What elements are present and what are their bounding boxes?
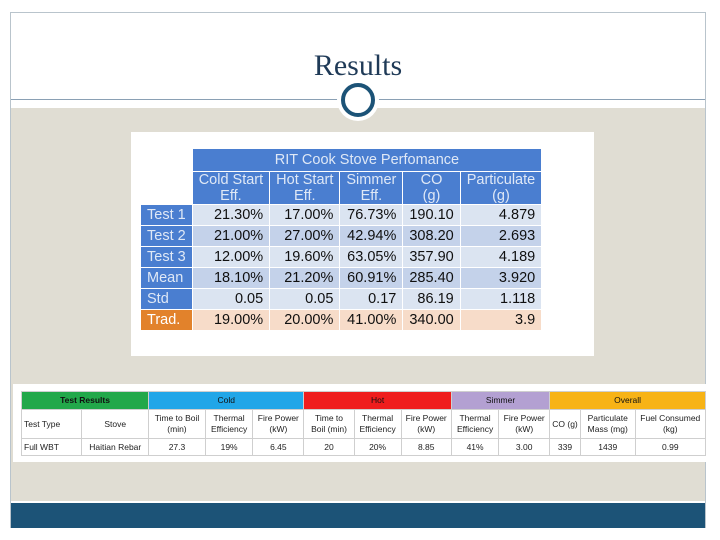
table-cell: 60.91% — [339, 267, 404, 289]
table-cell: 19.60% — [269, 246, 341, 268]
column-header: Test Type — [20, 409, 83, 439]
row-label: Std — [140, 288, 193, 310]
table-cell: 340.00 — [402, 309, 461, 331]
table-cell: Full WBT — [20, 438, 83, 456]
footer-bar — [11, 503, 705, 528]
table-row: Test 3 12.00% 19.60% 63.05% 357.90 4.189 — [140, 246, 543, 268]
table-cell: 190.10 — [402, 204, 461, 226]
table-row: Trad. 19.00% 20.00% 41.00% 340.00 3.9 — [140, 309, 543, 331]
group-header: Cold — [148, 391, 305, 410]
table-cell: 20.00% — [269, 309, 341, 331]
wbt-table-image: Test Results Cold Hot Simmer Overall Tes… — [13, 384, 707, 462]
table-cell: 19.00% — [191, 309, 271, 331]
table-cell: 3.9 — [459, 309, 543, 331]
table-cell: 20 — [303, 438, 355, 456]
row-label: Test 3 — [140, 246, 193, 268]
table-cell: Haitian Rebar — [81, 438, 150, 456]
column-header: Time to Boil (min) — [148, 409, 206, 439]
table-cell: 339 — [549, 438, 581, 456]
table-cell: 1.118 — [459, 288, 543, 310]
table-cell: 285.40 — [402, 267, 461, 289]
row-label: Test 2 — [140, 225, 193, 247]
column-header: Thermal Efficiency — [353, 409, 402, 439]
column-header: CO (g) — [402, 171, 461, 205]
circle-ornament-icon — [341, 83, 375, 117]
column-header: Time to Boil (min) — [303, 409, 355, 439]
performance-table-image: RIT Cook Stove Perfomance Cold Start Eff.… — [131, 132, 594, 356]
group-header: Simmer — [450, 391, 551, 410]
group-header: Overall — [549, 391, 706, 410]
table-cell: 2.693 — [459, 225, 543, 247]
table-row: Full WBT Haitian Rebar 27.3 19% 6.45 20 … — [20, 438, 707, 456]
column-header: Thermal Efficiency — [450, 409, 500, 439]
column-header: Cold Start Eff. — [191, 171, 271, 205]
wbt-table: Test Results Cold Hot Simmer Overall Tes… — [20, 391, 707, 456]
table-cell: 0.05 — [191, 288, 271, 310]
table-cell: 12.00% — [191, 246, 271, 268]
table-cell: 19% — [204, 438, 254, 456]
group-header: Hot — [303, 391, 452, 410]
table-cell: 41% — [450, 438, 500, 456]
table-cell: 308.20 — [402, 225, 461, 247]
table-cell: 21.20% — [269, 267, 341, 289]
table-row: Mean 18.10% 21.20% 60.91% 285.40 3.920 — [140, 267, 543, 289]
table-cell: 27.3 — [148, 438, 206, 456]
column-header: Stove — [81, 409, 150, 439]
column-header: Particulate (g) — [459, 171, 543, 205]
table-cell: 17.00% — [269, 204, 341, 226]
table-cell: 42.94% — [339, 225, 404, 247]
table-cell: 76.73% — [339, 204, 404, 226]
slide-title: Results — [313, 49, 403, 82]
row-label: Test 1 — [140, 204, 193, 226]
column-header: Fuel Consumed (kg) — [634, 409, 707, 439]
group-header: Test Results — [20, 391, 150, 410]
column-header: Simmer Eff. — [339, 171, 404, 205]
column-header: Particulate Mass (mg) — [579, 409, 636, 439]
row-label: Trad. — [140, 309, 193, 331]
table-cell: 63.05% — [339, 246, 404, 268]
table-cell: 86.19 — [402, 288, 461, 310]
table-cell: 0.05 — [269, 288, 341, 310]
column-header: Thermal Efficiency — [204, 409, 254, 439]
table-cell: 357.90 — [402, 246, 461, 268]
table-cell: 27.00% — [269, 225, 341, 247]
column-header: CO (g) — [549, 409, 581, 439]
table-cell: 3.00 — [498, 438, 551, 456]
table-row: Test 2 21.00% 27.00% 42.94% 308.20 2.693 — [140, 225, 543, 247]
column-header: Fire Power (kW) — [400, 409, 452, 439]
table-row: Test 1 21.30% 17.00% 76.73% 190.10 4.879 — [140, 204, 543, 226]
table-cell: 18.10% — [191, 267, 271, 289]
table-cell: 4.879 — [459, 204, 543, 226]
table-cell: 8.85 — [400, 438, 452, 456]
column-header: Fire Power (kW) — [252, 409, 305, 439]
table-row: Std 0.05 0.05 0.17 86.19 1.118 — [140, 288, 543, 310]
table-cell: 1439 — [579, 438, 636, 456]
table-cell: 41.00% — [339, 309, 404, 331]
column-header: Fire Power (kW) — [498, 409, 551, 439]
table-cell: 0.99 — [634, 438, 707, 456]
table-cell: 21.30% — [191, 204, 271, 226]
table-cell: 6.45 — [252, 438, 305, 456]
table-cell: 21.00% — [191, 225, 271, 247]
table-cell: 20% — [353, 438, 402, 456]
table-cell: 0.17 — [339, 288, 404, 310]
performance-table: RIT Cook Stove Perfomance Cold Start Eff.… — [140, 148, 543, 331]
performance-table-title: RIT Cook Stove Perfomance — [191, 148, 543, 172]
row-label: Mean — [140, 267, 193, 289]
table-cell: 4.189 — [459, 246, 543, 268]
divider-ornament — [337, 79, 379, 121]
column-header: Hot Start Eff. — [269, 171, 341, 205]
table-cell: 3.920 — [459, 267, 543, 289]
